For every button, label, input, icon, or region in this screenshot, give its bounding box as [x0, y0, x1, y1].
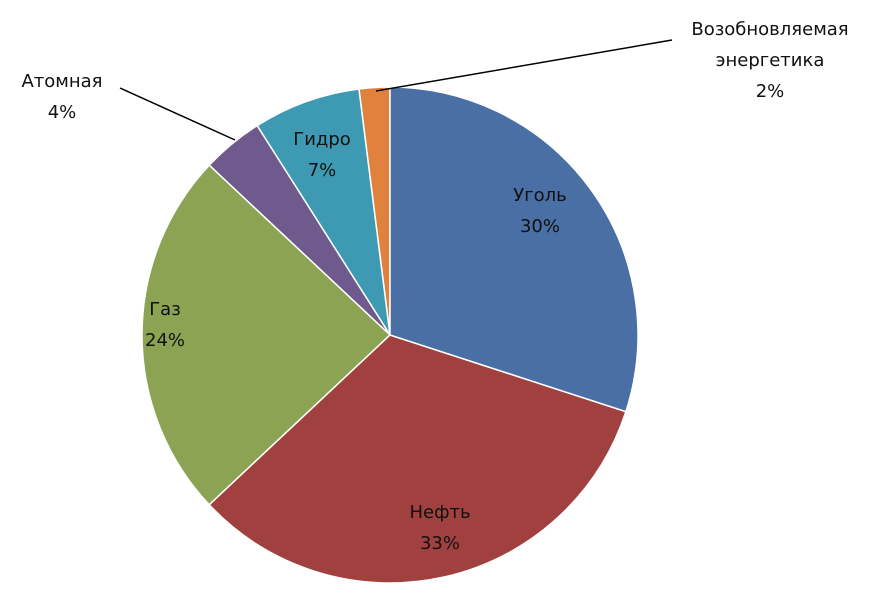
value-label: 33%	[419, 533, 460, 554]
slice-label: Атомная 4%	[21, 66, 102, 128]
category-name: Гидро	[293, 129, 351, 150]
slice-label: Уголь 30%	[513, 180, 567, 242]
pie-slice	[389, 86, 639, 413]
pie-slice	[256, 88, 391, 336]
slice-label: Возобновляемая энергетика 2%	[675, 14, 865, 107]
value-label: 30%	[519, 216, 560, 237]
pie-slice	[141, 164, 392, 506]
category-name: Атомная	[21, 71, 103, 92]
value-label: 24%	[144, 330, 186, 351]
category-name: Уголь	[513, 185, 567, 206]
value-label: 7%	[307, 160, 337, 181]
slice-label: Нефть 33%	[409, 497, 470, 559]
category-name: Возобновляемая энергетика	[691, 19, 849, 71]
leader-line	[119, 87, 236, 141]
value-label: 4%	[47, 102, 77, 123]
pie-slice	[208, 334, 627, 584]
slice-label: Гидро 7%	[293, 124, 351, 186]
value-label: 2%	[755, 81, 785, 102]
category-name: Нефть	[409, 502, 471, 523]
category-name: Газ	[149, 299, 181, 320]
leader-line	[375, 39, 673, 92]
slice-label: Газ 24%	[145, 294, 185, 356]
